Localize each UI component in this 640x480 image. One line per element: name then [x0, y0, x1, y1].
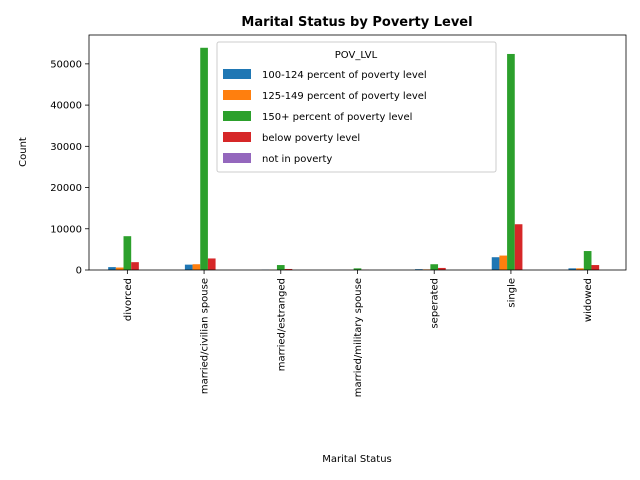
- bar-0-6: [568, 268, 577, 270]
- bar-0-0: [108, 267, 116, 270]
- bar-0-1: [184, 264, 193, 270]
- x-tick-label: seperated: [430, 278, 441, 329]
- x-axis: divorced married/civilian spouse married/e…: [123, 270, 594, 397]
- y-axis: 0 10000 20000 30000 40000 50000: [50, 59, 89, 277]
- bar-2-0: [123, 236, 132, 270]
- bar-1-5: [499, 255, 508, 270]
- bars-layer: [108, 47, 600, 271]
- x-tick-label: single: [506, 278, 517, 308]
- bar-0-4: [415, 269, 423, 270]
- y-tick-label: 20000: [50, 183, 82, 194]
- bar-1-6: [576, 268, 584, 270]
- y-tick-label: 30000: [50, 142, 82, 153]
- x-tick-label: married/civilian spouse: [200, 278, 211, 394]
- x-tick-label: widowed: [583, 278, 594, 322]
- y-axis-label: Count: [18, 137, 29, 167]
- bar-2-1: [200, 47, 208, 270]
- x-tick-label: divorced: [123, 278, 134, 321]
- y-tick-label: 50000: [50, 59, 82, 70]
- bar-3-2: [284, 268, 293, 270]
- y-tick-label: 0: [76, 266, 82, 277]
- legend-label: 125-149 percent of poverty level: [262, 91, 427, 102]
- bar-1-0: [115, 267, 124, 270]
- legend-title: POV_LVL: [335, 50, 378, 61]
- y-tick-label: 40000: [50, 101, 82, 112]
- x-tick-label: married/military spouse: [353, 278, 364, 397]
- legend: POV_LVL 100-124 percent of poverty level…: [216, 41, 497, 173]
- bar-2-6: [583, 251, 592, 270]
- legend-swatch: [223, 90, 251, 100]
- bar-2-2: [276, 265, 285, 270]
- bar-2-4: [430, 264, 439, 270]
- legend-swatch: [223, 153, 251, 163]
- x-axis-label: Marital Status: [322, 454, 392, 465]
- bar-3-1: [207, 258, 216, 270]
- bar-1-1: [192, 264, 201, 270]
- bar-0-5: [491, 257, 500, 270]
- legend-label: 150+ percent of poverty level: [262, 112, 412, 123]
- legend-label: not in poverty: [262, 154, 332, 165]
- legend-box: [216, 41, 497, 173]
- chart-title: Marital Status by Poverty Level: [241, 15, 472, 30]
- legend-swatch: [223, 69, 251, 79]
- legend-swatch: [223, 111, 251, 121]
- x-tick-label: married/estranged: [276, 278, 287, 371]
- y-tick-label: 10000: [50, 224, 82, 235]
- bar-3-0: [131, 262, 139, 270]
- bar-2-5: [507, 53, 515, 271]
- legend-label: 100-124 percent of poverty level: [262, 70, 427, 81]
- bar-2-3: [353, 268, 362, 270]
- legend-label: below poverty level: [262, 133, 360, 144]
- plot-frame: [88, 34, 627, 271]
- bar-3-4: [438, 267, 446, 270]
- bar-3-6: [591, 265, 600, 270]
- bar-3-5: [514, 224, 523, 270]
- legend-swatch: [223, 132, 251, 142]
